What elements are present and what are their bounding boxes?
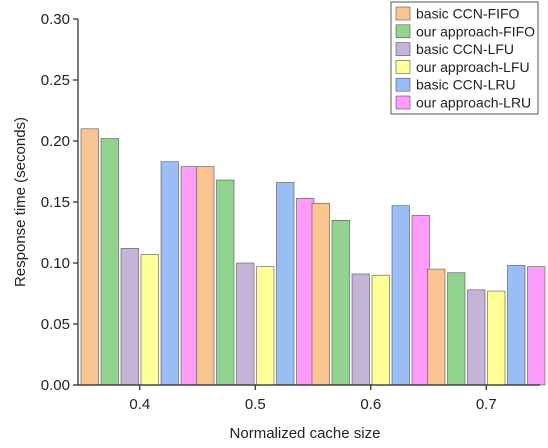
y-tick-label: 0.10 — [41, 255, 70, 272]
bar — [256, 266, 275, 386]
y-tick-label: 0.15 — [41, 194, 70, 211]
bar — [487, 290, 506, 386]
y-ticks: 0.00 0.05 0.10 0.15 0.20 0.25 0.30 — [41, 11, 78, 394]
bar — [331, 220, 350, 386]
bar — [236, 262, 255, 386]
legend-label: our approach-FIFO — [416, 23, 535, 39]
legend-label: our approach-LFU — [416, 59, 530, 75]
bar — [411, 215, 430, 386]
bar — [527, 266, 546, 386]
legend-swatch — [395, 60, 411, 74]
legend-swatch — [395, 42, 411, 56]
y-axis-title: Response time (seconds) — [12, 117, 29, 287]
legend-label: basic CCN-LFU — [416, 41, 514, 57]
bar — [216, 179, 235, 386]
bar — [160, 161, 179, 386]
bar — [391, 205, 410, 386]
legend-swatch — [395, 24, 411, 39]
y-tick-label: 0.20 — [41, 133, 70, 150]
x-ticks: 0.4 0.5 0.6 0.7 — [129, 385, 497, 413]
legend-label: basic CCN-FIFO — [416, 6, 520, 22]
legend-label: basic CCN-LRU — [416, 77, 516, 93]
legend-frame — [390, 1, 539, 115]
bars-layer — [80, 128, 546, 386]
x-axis-title: Normalized cache size — [230, 425, 381, 442]
bar — [196, 166, 215, 386]
bar — [507, 265, 526, 386]
legend-swatch — [395, 95, 411, 110]
bar — [351, 273, 370, 386]
bar — [140, 254, 159, 386]
bar — [80, 128, 99, 386]
bar — [371, 274, 390, 386]
legend-label: our approach-LRU — [416, 95, 531, 111]
x-tick-label: 0.4 — [129, 396, 150, 413]
bar — [276, 182, 295, 386]
y-tick-label: 0.25 — [41, 72, 70, 89]
bar — [100, 138, 119, 386]
bar — [447, 272, 466, 386]
bar — [467, 289, 486, 386]
bar — [311, 202, 330, 386]
legend-swatch — [395, 77, 411, 92]
bar — [180, 166, 199, 386]
y-tick-label: 0.05 — [41, 316, 70, 333]
x-tick-label: 0.7 — [476, 396, 497, 413]
bar — [120, 248, 139, 386]
bar — [427, 268, 446, 386]
x-tick-label: 0.5 — [245, 396, 266, 413]
bar — [296, 198, 315, 386]
y-tick-label: 0.00 — [41, 377, 70, 394]
y-tick-label: 0.30 — [41, 11, 70, 28]
legend-swatch — [395, 6, 411, 21]
x-tick-label: 0.6 — [360, 396, 381, 413]
